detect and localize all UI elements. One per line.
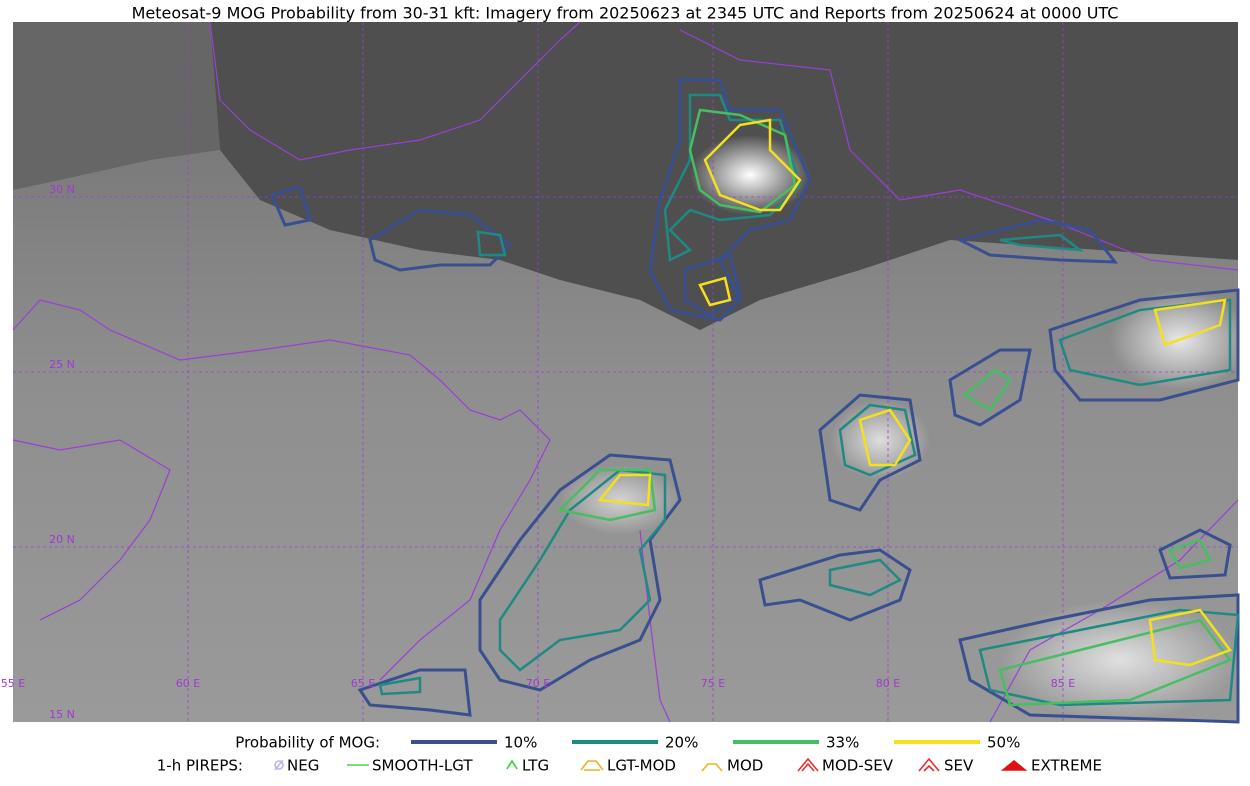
- lon-label: 60 E: [176, 677, 200, 690]
- legend-label: LTG: [522, 757, 549, 775]
- pirep-icon: [797, 757, 819, 772]
- legend-label: LGT-MOD: [607, 757, 676, 775]
- legend-label: SEV: [944, 757, 974, 775]
- pirep-icon: [274, 759, 284, 771]
- legend-label: EXTREME: [1031, 757, 1102, 775]
- contours: [269, 78, 1240, 724]
- lon-label: 85 E: [1051, 677, 1075, 690]
- legend-label: 20%: [665, 734, 698, 752]
- legend-label: MOD: [727, 757, 763, 775]
- legend-label: 10%: [504, 734, 537, 752]
- lat-label: 30 N: [49, 183, 75, 196]
- lat-label: 25 N: [49, 358, 75, 371]
- lon-label: 55 E: [1, 677, 25, 690]
- legend-label: 50%: [987, 734, 1020, 752]
- lon-label: 80 E: [876, 677, 900, 690]
- graticule-labels: 55 E 60 E 65 E 70 E 75 E 80 E 85 E 30 N 25 N 20 N…: [1, 183, 1075, 721]
- legend-heading: 1-h PIREPS:: [157, 757, 243, 775]
- pirep-icon: [506, 759, 518, 770]
- lat-label: 20 N: [49, 533, 75, 546]
- legend: Probability of MOG: 10% 20% 33% 50% 1-h PIREP…: [157, 734, 1102, 775]
- lon-label: 65 E: [351, 677, 375, 690]
- pirep-icon: [580, 760, 604, 771]
- legend-label: MOD-SEV: [822, 757, 894, 775]
- pirep-icon: [918, 757, 940, 772]
- lon-label: 70 E: [526, 677, 550, 690]
- legend-label: SMOOTH-LGT: [372, 757, 473, 775]
- legend-label: 33%: [826, 734, 859, 752]
- pirep-icon: [701, 763, 723, 772]
- pirep-icon: [1000, 759, 1028, 771]
- lat-label: 15 N: [49, 708, 75, 721]
- legend-label: NEG: [287, 757, 319, 775]
- legend-heading: Probability of MOG:: [235, 734, 380, 752]
- graticule: [13, 22, 1238, 722]
- title: Meteosat-9 MOG Probability from 30-31 kf…: [132, 4, 1119, 23]
- lon-label: 75 E: [701, 677, 725, 690]
